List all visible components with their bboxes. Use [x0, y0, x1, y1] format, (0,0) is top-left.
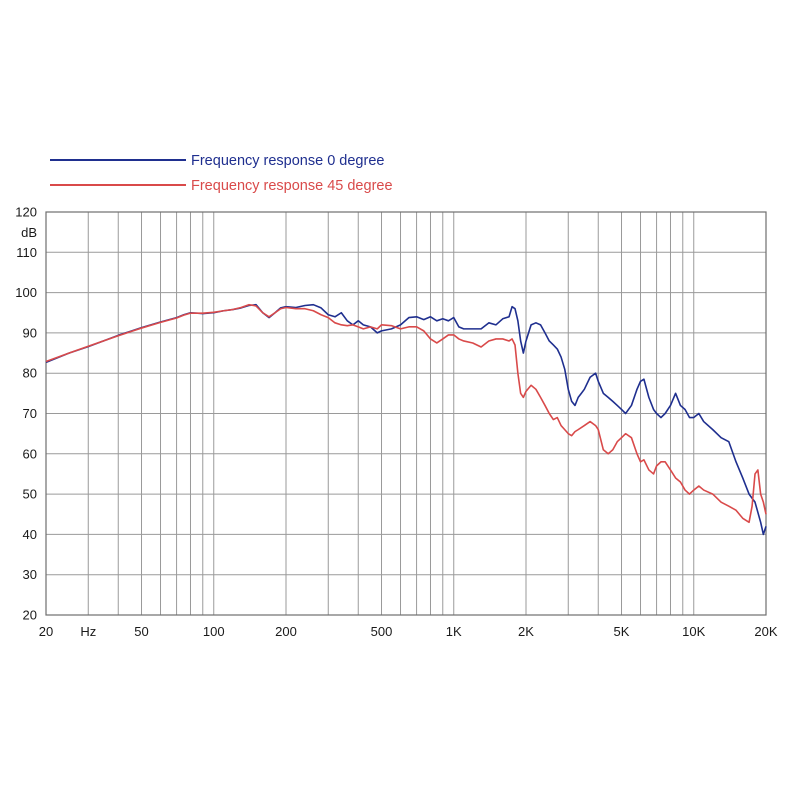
y-tick-label: 70: [23, 406, 37, 421]
x-tick-label: 100: [203, 624, 225, 639]
x-axis: 20 Hz 50 100 200 500 1K 2K 5K 10K 20K: [39, 624, 778, 639]
legend-label-0-degree: Frequency response 0 degree: [191, 153, 384, 169]
x-tick-label: 2K: [518, 624, 534, 639]
x-tick-label: 10K: [682, 624, 705, 639]
x-tick-label: 200: [275, 624, 297, 639]
plot-frame: [45, 211, 767, 616]
x-tick-label: Hz: [80, 624, 96, 639]
y-tick-label: 20: [23, 608, 37, 623]
y-axis: 20 30 40 50 60 70 80 90 100 110 120: [15, 205, 37, 623]
y-tick-label: 40: [23, 527, 37, 542]
legend: Frequency response 0 degree Frequency re…: [50, 153, 393, 194]
y-tick-label: 50: [23, 487, 37, 502]
plot-border: [45, 211, 767, 616]
x-tick-label: 5K: [614, 624, 630, 639]
y-axis-unit-label: dB: [21, 225, 37, 240]
x-tick-label: 20: [39, 624, 53, 639]
y-tick-label: 120: [15, 205, 37, 220]
series-layer: [45, 303, 767, 536]
y-tick-label: 60: [23, 446, 37, 461]
y-tick-label: 80: [23, 366, 37, 381]
x-tick-label: 500: [371, 624, 393, 639]
y-tick-label: 100: [15, 285, 37, 300]
grid: [45, 211, 767, 616]
series-line-1: [45, 303, 767, 524]
y-tick-label: 110: [16, 245, 37, 260]
x-tick-label: 20K: [754, 624, 777, 639]
y-tick-label: 90: [23, 325, 37, 340]
y-tick-label: 30: [23, 567, 37, 582]
series-line-0: [45, 303, 767, 536]
legend-label-45-degree: Frequency response 45 degree: [191, 178, 393, 194]
x-tick-label: 50: [134, 624, 148, 639]
x-tick-label: 1K: [446, 624, 462, 639]
